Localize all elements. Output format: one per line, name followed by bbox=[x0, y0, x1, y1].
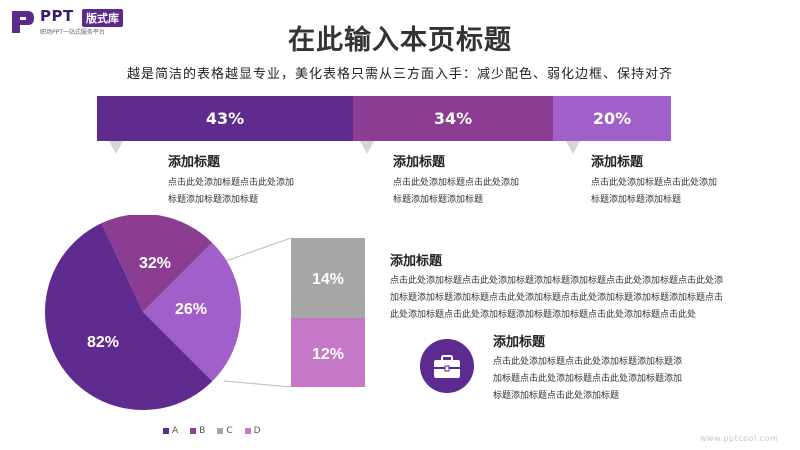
breakout-segment-1 bbox=[291, 238, 365, 318]
block-text-3: 点击此处添加标题点击此处添加 标题添加标题添加标题 bbox=[591, 175, 717, 209]
right-block-2-text: 点击此处添加标题点击此处添加标题添加标题添 加标题点击此处添加标题点击此处添加标… bbox=[493, 354, 682, 405]
block-title-3: 添加标题 bbox=[591, 155, 644, 170]
right-block-1-line: 加标题添加标题添加标题点击此处添加标题点击此处添加标题添加标题添加标题点击 bbox=[390, 293, 724, 303]
bar-segment-2: 34% bbox=[353, 96, 553, 141]
bar-label-2: 34% bbox=[433, 109, 473, 128]
pie-slice-c bbox=[143, 242, 241, 382]
block-text-2-line: 点击此处添加标题点击此处添加 bbox=[393, 178, 520, 188]
block-text-2-line: 标题添加标题添加标题 bbox=[393, 195, 484, 205]
breakout-segment-2 bbox=[291, 318, 365, 387]
logo-brand-text: PPT bbox=[40, 7, 74, 25]
pointer-triangle-2 bbox=[360, 141, 374, 154]
pie-labels: 32% 26% 82% bbox=[87, 255, 207, 351]
right-block-1-line: 此处添加标题点击此处添加标题添加标题添加标题点击此处添加标题点击此处 bbox=[390, 310, 697, 320]
block-text-3-line: 标题添加标题添加标题 bbox=[591, 195, 682, 205]
legend-swatch bbox=[163, 428, 169, 434]
block-text-2: 点击此处添加标题点击此处添加 标题添加标题添加标题 bbox=[393, 175, 519, 209]
pie-slices bbox=[44, 215, 241, 411]
bar-label-3: 20% bbox=[592, 109, 632, 128]
legend-swatch bbox=[244, 428, 251, 434]
right-block-1-title: 添加标题 bbox=[390, 254, 443, 269]
breakout-label-1: 14% bbox=[312, 271, 344, 288]
legend-swatch bbox=[190, 428, 197, 434]
right-block-2-line: 加标题点击此处添加标题点击此处添加标题添加 bbox=[493, 374, 683, 384]
pie-of-pie-chart: 32% 26% 82% 14% 12% bbox=[44, 215, 365, 411]
watermark: www.pptcool.com bbox=[700, 434, 779, 443]
block-title-1: 添加标题 bbox=[168, 155, 221, 170]
logo-mark-icon bbox=[12, 11, 34, 33]
logo-badge: 版式库 bbox=[82, 9, 123, 27]
legend-item-b: B bbox=[190, 426, 205, 436]
bar-segment-1: 43% bbox=[97, 96, 353, 141]
pointer-triangle-3 bbox=[566, 141, 580, 154]
right-block-2-line: 点击此处添加标题点击此处添加标题添加标题添 bbox=[493, 357, 683, 367]
chart-legend: A B C D bbox=[163, 426, 261, 436]
bar-segment-3: 20% bbox=[553, 96, 671, 141]
block-text-1: 点击此处添加标题点击此处添加 标题添加标题添加标题 bbox=[168, 175, 294, 209]
legend-label: B bbox=[199, 426, 206, 436]
right-block-1-text: 点击此处添加标题点击此处添加标题添加标题添加标题点击此处添加标题点击此处添 加标… bbox=[390, 273, 723, 324]
briefcase-icon-badge bbox=[420, 339, 474, 393]
legend-label: D bbox=[253, 426, 261, 436]
pointer-triangle-1 bbox=[109, 141, 123, 154]
page-title: 在此输入本页标题 bbox=[288, 25, 512, 56]
legend-swatch bbox=[217, 428, 224, 434]
breakout-label-2: 12% bbox=[312, 346, 344, 363]
connector-line-bottom bbox=[223, 380, 292, 388]
briefcase-icon bbox=[434, 355, 460, 378]
right-block-1-line: 点击此处添加标题点击此处添加标题添加标题添加标题点击此处添加标题点击此处添 bbox=[390, 276, 724, 286]
brand-logo: PPT 版式库 职场PPT一站式服务平台 bbox=[8, 6, 158, 36]
right-block-2-line: 标题添加标题点击此处添加标题 bbox=[493, 391, 620, 401]
legend-item-a: A bbox=[163, 426, 178, 436]
block-title-2: 添加标题 bbox=[393, 155, 446, 170]
block-text-1-line: 点击此处添加标题点击此处添加 bbox=[168, 178, 295, 188]
pie-slice-b bbox=[101, 215, 213, 312]
block-text-3-line: 点击此处添加标题点击此处添加 bbox=[591, 178, 718, 188]
bar-label-1: 43% bbox=[205, 109, 245, 128]
page-subtitle: 越是简洁的表格越显专业，美化表格只需从三方面入手：减少配色、弱化边框、保持对齐 bbox=[126, 67, 673, 82]
legend-label: C bbox=[226, 426, 233, 436]
block-text-1-line: 标题添加标题添加标题 bbox=[168, 195, 259, 205]
pie-label-b: 32% bbox=[139, 255, 171, 272]
pie-label-a: 82% bbox=[87, 334, 119, 351]
legend-item-c: C bbox=[217, 426, 233, 436]
legend-item-d: D bbox=[244, 426, 261, 436]
right-block-2-title: 添加标题 bbox=[493, 335, 546, 350]
legend-label: A bbox=[172, 426, 179, 436]
pie-slice-a bbox=[44, 223, 213, 411]
logo-tagline: 职场PPT一站式服务平台 bbox=[40, 29, 105, 36]
pie-label-c: 26% bbox=[175, 301, 207, 318]
connector-line-top bbox=[222, 237, 292, 263]
